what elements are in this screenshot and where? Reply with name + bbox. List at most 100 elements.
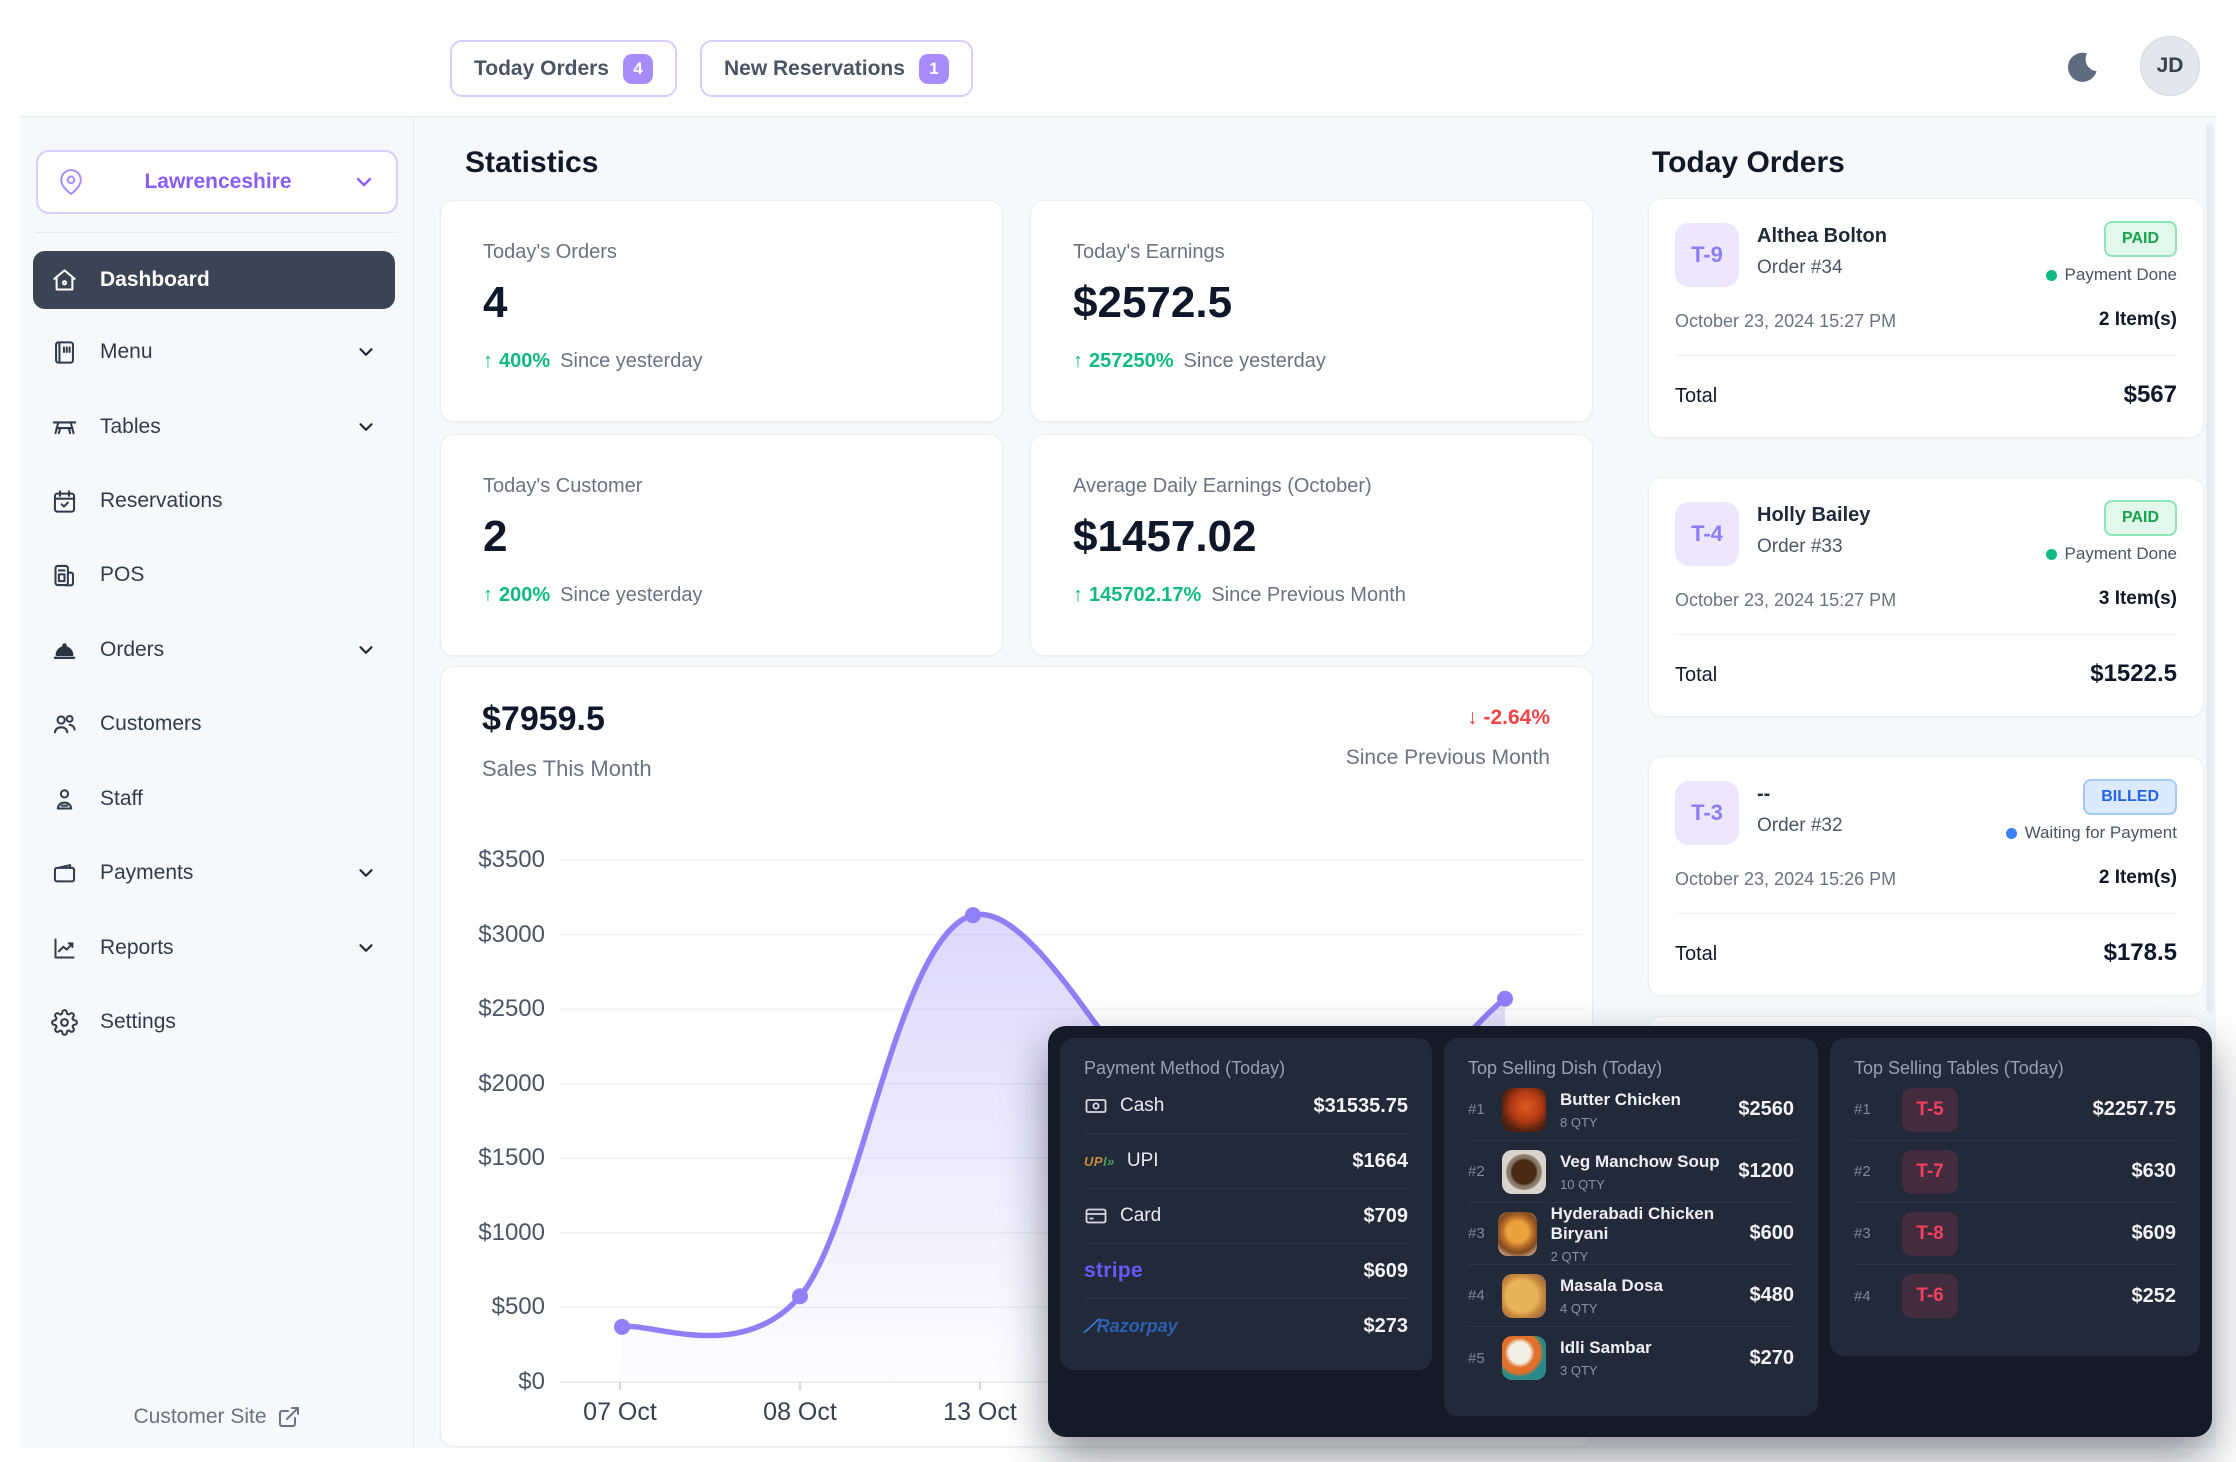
- sidebar-item-settings[interactable]: Settings: [33, 993, 395, 1051]
- sidebar-item-staff[interactable]: Staff: [33, 770, 395, 828]
- payment-row: ⟋Razorpay $273: [1084, 1299, 1408, 1354]
- dish-photo: [1502, 1273, 1546, 1318]
- y-axis-tick-label: $0: [518, 1368, 545, 1395]
- payment-method-value: $273: [1363, 1315, 1409, 1337]
- order-card[interactable]: T-4 Holly Bailey Order #33 PAID Payment …: [1648, 477, 2204, 717]
- sidebar-item-reports[interactable]: Reports: [33, 919, 395, 977]
- rank-label: #3: [1854, 1225, 1871, 1242]
- stat-delta: 200%: [499, 584, 551, 606]
- menu-book-icon: [55, 340, 74, 364]
- home-icon: [53, 268, 76, 291]
- dark-mode-toggle[interactable]: [2058, 44, 2106, 92]
- chevron-down-icon: [356, 177, 372, 187]
- location-label: Lawrenceshire: [144, 170, 292, 193]
- divider: [1675, 634, 2177, 635]
- payment-status-dot: [2005, 827, 2017, 839]
- table-badge: T-7: [1902, 1149, 1958, 1194]
- today-orders-button[interactable]: Today Orders 4: [450, 40, 677, 97]
- stat-delta-note: Since yesterday: [560, 584, 703, 606]
- payment-method-value: $709: [1363, 1204, 1409, 1227]
- stat-label: Today's Customer: [483, 475, 643, 497]
- table-badge: T-3: [1675, 781, 1739, 845]
- sidebar-item-label: POS: [100, 563, 145, 586]
- order-datetime: October 23, 2024 15:27 PM: [1675, 590, 1897, 610]
- chevron-down-icon: [359, 944, 373, 952]
- user-avatar[interactable]: JD: [2140, 36, 2200, 96]
- sales-delta: -2.64%: [1483, 706, 1550, 729]
- sidebar-item-label: Orders: [100, 638, 165, 661]
- dish-value: $2560: [1738, 1098, 1794, 1120]
- status-badge: PAID: [2103, 500, 2177, 536]
- sales-total: $7959.5: [482, 700, 605, 738]
- customer-site-link[interactable]: Customer Site: [36, 1405, 398, 1429]
- table-value: $252: [2131, 1284, 2177, 1307]
- stripe-logo: stripe: [1084, 1259, 1143, 1282]
- external-link-icon: [278, 1407, 299, 1427]
- order-card[interactable]: T-9 Althea Bolton Order #34 PAID Payment…: [1648, 198, 2204, 438]
- dish-qty: 10 QTY: [1560, 1176, 1605, 1192]
- order-number: Order #34: [1757, 257, 1843, 278]
- dish-qty: 4 QTY: [1560, 1300, 1598, 1316]
- stat-label: Today's Earnings: [1073, 241, 1225, 263]
- payment-method-title: Payment Method (Today): [1084, 1058, 1286, 1078]
- rank-label: #1: [1854, 1101, 1871, 1118]
- order-customer: Althea Bolton: [1757, 225, 1887, 247]
- y-axis-tick-label: $500: [491, 1293, 545, 1321]
- arrow-down-icon: ↓: [1467, 706, 1478, 729]
- dish-photo: [1502, 1087, 1546, 1132]
- location-selector[interactable]: Lawrenceshire: [36, 150, 398, 214]
- dish-name: Veg Manchow Soup: [1560, 1151, 1720, 1171]
- today-orders-button-label: Today Orders: [474, 56, 609, 80]
- order-customer: Holly Bailey: [1757, 504, 1871, 526]
- sidebar-item-orders[interactable]: Orders: [33, 621, 395, 679]
- payment-status-dot: [2045, 269, 2057, 281]
- moon-icon: [2067, 52, 2097, 82]
- order-card[interactable]: T-3 -- Order #32 BILLED Waiting for Paym…: [1648, 756, 2204, 996]
- order-datetime: October 23, 2024 15:27 PM: [1675, 311, 1897, 331]
- sidebar-item-pos[interactable]: POS: [33, 546, 395, 604]
- table-value: $630: [2131, 1160, 2177, 1182]
- today-orders-count-badge: 4: [622, 53, 653, 84]
- sidebar-item-label: Dashboard: [100, 268, 210, 291]
- payment-method-value: $609: [1363, 1259, 1409, 1282]
- dish-value: $480: [1749, 1284, 1795, 1306]
- order-items-count: 3 Item(s): [2098, 588, 2177, 609]
- sidebar-item-reservations[interactable]: Reservations: [33, 472, 395, 530]
- y-axis-tick-label: $3500: [478, 846, 545, 873]
- sidebar-item-customers[interactable]: Customers: [33, 695, 395, 753]
- payment-method-name: UPI: [1126, 1150, 1159, 1171]
- stat-label: Today's Orders: [483, 241, 617, 263]
- divider: [1675, 913, 2177, 914]
- cash-icon: [1085, 1099, 1107, 1113]
- customer-site-label: Customer Site: [133, 1405, 267, 1428]
- rank-label: #2: [1854, 1163, 1871, 1180]
- stat-card-average-daily-earnings: Average Daily Earnings (October) $1457.0…: [1030, 434, 1593, 656]
- y-axis-tick-label: $1500: [478, 1144, 545, 1172]
- table-row: #4 T-6 $252: [1854, 1265, 2176, 1327]
- payment-method-value: $1664: [1352, 1149, 1408, 1172]
- new-reservations-button[interactable]: New Reservations 1: [700, 40, 973, 97]
- dish-qty: 8 QTY: [1560, 1114, 1598, 1130]
- dish-photo: [1497, 1211, 1537, 1256]
- chevron-down-icon: [359, 646, 373, 654]
- payment-method-name: Cash: [1120, 1095, 1165, 1116]
- dish-name: Butter Chicken: [1560, 1089, 1681, 1109]
- sales-subtitle: Sales This Month: [482, 756, 652, 781]
- sidebar-item-menu[interactable]: Menu: [33, 323, 395, 381]
- payment-method-value: $31535.75: [1313, 1094, 1408, 1117]
- scrollbar[interactable]: [2206, 124, 2214, 1012]
- wallet-icon: [53, 863, 76, 882]
- header-divider: [20, 116, 2216, 117]
- status-note: Payment Done: [2064, 544, 2177, 563]
- sidebar-item-dashboard[interactable]: Dashboard: [33, 251, 395, 309]
- sidebar-item-tables[interactable]: Tables: [33, 398, 395, 456]
- payment-method-name: Card: [1120, 1205, 1162, 1226]
- total-label: Total: [1675, 943, 1718, 965]
- staff-person-icon: [56, 788, 73, 810]
- stat-value: 4: [483, 278, 508, 327]
- arrow-up-icon: ↑: [1073, 350, 1083, 372]
- sidebar-item-payments[interactable]: Payments: [33, 844, 395, 902]
- table-value: $2257.75: [2092, 1098, 2176, 1120]
- rank-label: #4: [1468, 1287, 1485, 1304]
- sidebar-item-label: Settings: [100, 1010, 176, 1033]
